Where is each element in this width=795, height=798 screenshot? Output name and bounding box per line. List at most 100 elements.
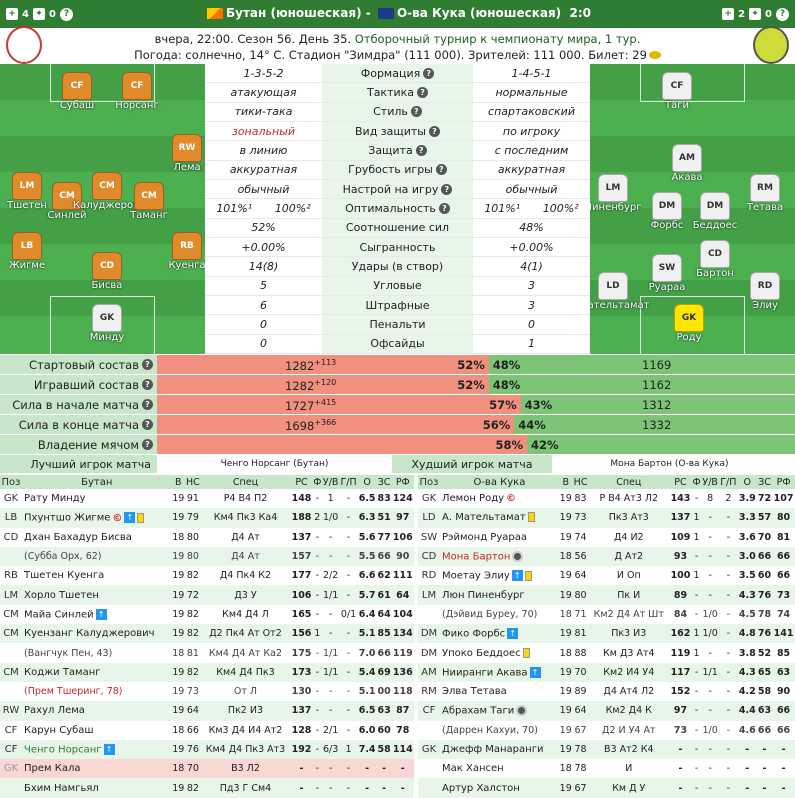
player-marker[interactable]: DM Форбс (643, 192, 691, 231)
help-icon[interactable]: ? (410, 106, 422, 118)
help-icon[interactable]: ? (59, 7, 73, 21)
player-marker[interactable]: AM Акава (663, 144, 711, 183)
player-name[interactable]: Абрахам Таги (440, 701, 559, 721)
player-marker[interactable]: CD Бисва (83, 252, 131, 291)
player-name[interactable]: Рэймонд Руараа (442, 531, 527, 543)
col-4: Ф (312, 475, 322, 489)
player-marker[interactable]: RM Тетава (741, 174, 789, 213)
player-marker[interactable]: LM Тшетен (3, 172, 51, 211)
player-name[interactable]: (Дэйвид Буреу, 70) (442, 608, 538, 620)
tournament-link[interactable]: Отборочный турнир к чемпионату мира, 1 т… (354, 32, 641, 46)
home-team-link[interactable]: Бутан (юношеская) (225, 6, 362, 20)
player-marker[interactable]: LDМательтамат (590, 272, 649, 311)
player-marker[interactable]: CF Норсанг (113, 72, 161, 111)
player-name[interactable]: Нииранги Акава ↑ (440, 662, 559, 682)
stat-cell: - (708, 686, 712, 698)
player-marker[interactable]: CF Субаш (53, 72, 101, 111)
player-pos (418, 721, 440, 740)
player-name[interactable]: Хорло Тшетен (22, 585, 172, 605)
player-marker[interactable]: RD Элиу (741, 272, 789, 311)
player-marker[interactable]: SW Руараа (643, 254, 691, 293)
player-name[interactable]: Упоко Беддоес (440, 643, 559, 662)
stat-cell: 2 (312, 508, 322, 528)
player-name[interactable]: Майа Синлей ↑ (22, 605, 171, 624)
player-name[interactable]: Бхим Намгьял (22, 778, 172, 798)
shirt-icon: AM (672, 144, 702, 172)
plus-icon[interactable]: + (6, 8, 18, 20)
player-name[interactable]: Коджи Таманг (22, 662, 172, 682)
player-name[interactable]: Карун Субаш (24, 724, 94, 736)
help-icon[interactable]: ? (429, 125, 440, 137)
player-name[interactable]: Фико Форбс ↑ (440, 624, 559, 644)
player-name[interactable]: Пхунтшо Жигме © ↑ (22, 508, 172, 528)
player-name[interactable]: Джефф Манаранги (440, 739, 559, 760)
player-name[interactable]: Люн Пиненбург (440, 585, 559, 605)
stat-cell: 76 (756, 585, 773, 605)
help-icon[interactable]: ? (438, 202, 450, 214)
player-name[interactable]: (Субба Орх, 62) (22, 546, 172, 567)
help-icon[interactable]: ? (142, 419, 153, 430)
help-icon[interactable]: ? (142, 439, 153, 450)
player-marker[interactable]: CD Бартон (691, 240, 739, 279)
player-name[interactable]: Элва Тетава (442, 686, 507, 698)
player-name[interactable]: Дхан Бахадур Бисва (24, 531, 132, 543)
player-marker[interactable]: LM Пиненбург (590, 174, 641, 213)
player-name: Лема (173, 162, 201, 173)
best-player[interactable]: Ченго Норсанг (Бутан) (220, 459, 329, 469)
stat-label: Удары (в створ) (322, 257, 473, 276)
player-marker[interactable]: GK Роду (665, 304, 713, 343)
help-icon[interactable]: ? (776, 7, 789, 21)
player-name[interactable]: Моетау Элиу ↑ (440, 566, 559, 585)
stat-cell: Пд3 Г См4 (200, 778, 291, 798)
star-icon[interactable]: ✦ (32, 8, 45, 20)
help-icon[interactable]: ? (423, 67, 435, 79)
away-stat-value: с последним (494, 143, 569, 157)
help-icon[interactable]: ? (415, 144, 427, 156)
stat-cell: - (312, 662, 322, 682)
player-name[interactable]: (Вангчук Пен, 43) (24, 647, 113, 659)
player-name[interactable]: Ченго Норсанг ↑ (22, 739, 172, 760)
player-name[interactable]: Тшетен Куенга (24, 570, 105, 582)
player-marker[interactable]: CM Синлей (43, 182, 91, 221)
player-name[interactable]: Артур Халстон (440, 778, 559, 798)
player-marker[interactable]: RB Куенга (163, 232, 205, 271)
player-name: Бисва (91, 280, 123, 291)
player-marker[interactable]: CF Таги (653, 72, 701, 111)
player-name[interactable]: (Прем Тшеринг, 78) (24, 686, 123, 698)
stat-cell: - (719, 739, 738, 760)
stat-cell: 7.0 (358, 647, 376, 659)
player-name[interactable]: Мона Бартон (440, 546, 559, 567)
player-name[interactable]: А. Мательтамат (440, 508, 559, 528)
away-team-link[interactable]: О-ва Кука (юношеская) (396, 6, 562, 20)
player-name[interactable]: Мак Хансен (442, 763, 504, 775)
plus-icon[interactable]: + (722, 8, 735, 20)
stat-cell: 70 (572, 662, 589, 682)
shirt-icon: LB (12, 232, 42, 260)
player-marker[interactable]: GK Минду (83, 304, 131, 343)
player-marker[interactable]: CM Калуджерови (73, 172, 145, 211)
player-name[interactable]: Прем Кала (22, 759, 172, 779)
stat-cell: 78 (757, 608, 772, 620)
help-icon[interactable]: ? (142, 359, 153, 370)
help-icon[interactable]: ? (142, 379, 153, 390)
home-optimality: 101%¹ 100%² (205, 202, 322, 215)
help-icon[interactable]: ? (417, 86, 429, 98)
player-name[interactable]: Рахул Лема (22, 701, 172, 721)
help-icon[interactable]: ? (142, 399, 153, 410)
stats-row: атакующая Тактика? нормальные (205, 83, 590, 103)
player-name[interactable]: Лемон Роду © (442, 493, 517, 505)
player-pos: LD (418, 508, 440, 528)
player-marker[interactable]: CM Таманг (125, 182, 173, 221)
stat-cell: 5.7 (357, 585, 377, 605)
player-name[interactable]: Куензанг Калуджерович (22, 624, 172, 644)
player-marker[interactable]: LB Жигме (3, 232, 51, 271)
help-icon[interactable]: ? (441, 183, 453, 195)
player-marker[interactable]: RW Лема (163, 134, 205, 173)
player-name[interactable]: (Даррен Кахуи, 70) (442, 724, 538, 736)
star-icon[interactable]: ✦ (749, 8, 762, 20)
worst-player[interactable]: Мона Бартон (О-ва Кука) (610, 459, 729, 469)
player-name[interactable]: Рату Минду (24, 493, 86, 505)
help-icon[interactable]: ? (435, 164, 447, 176)
shirt-icon: CF (662, 72, 692, 100)
player-marker[interactable]: DM Беддоес (691, 192, 739, 231)
